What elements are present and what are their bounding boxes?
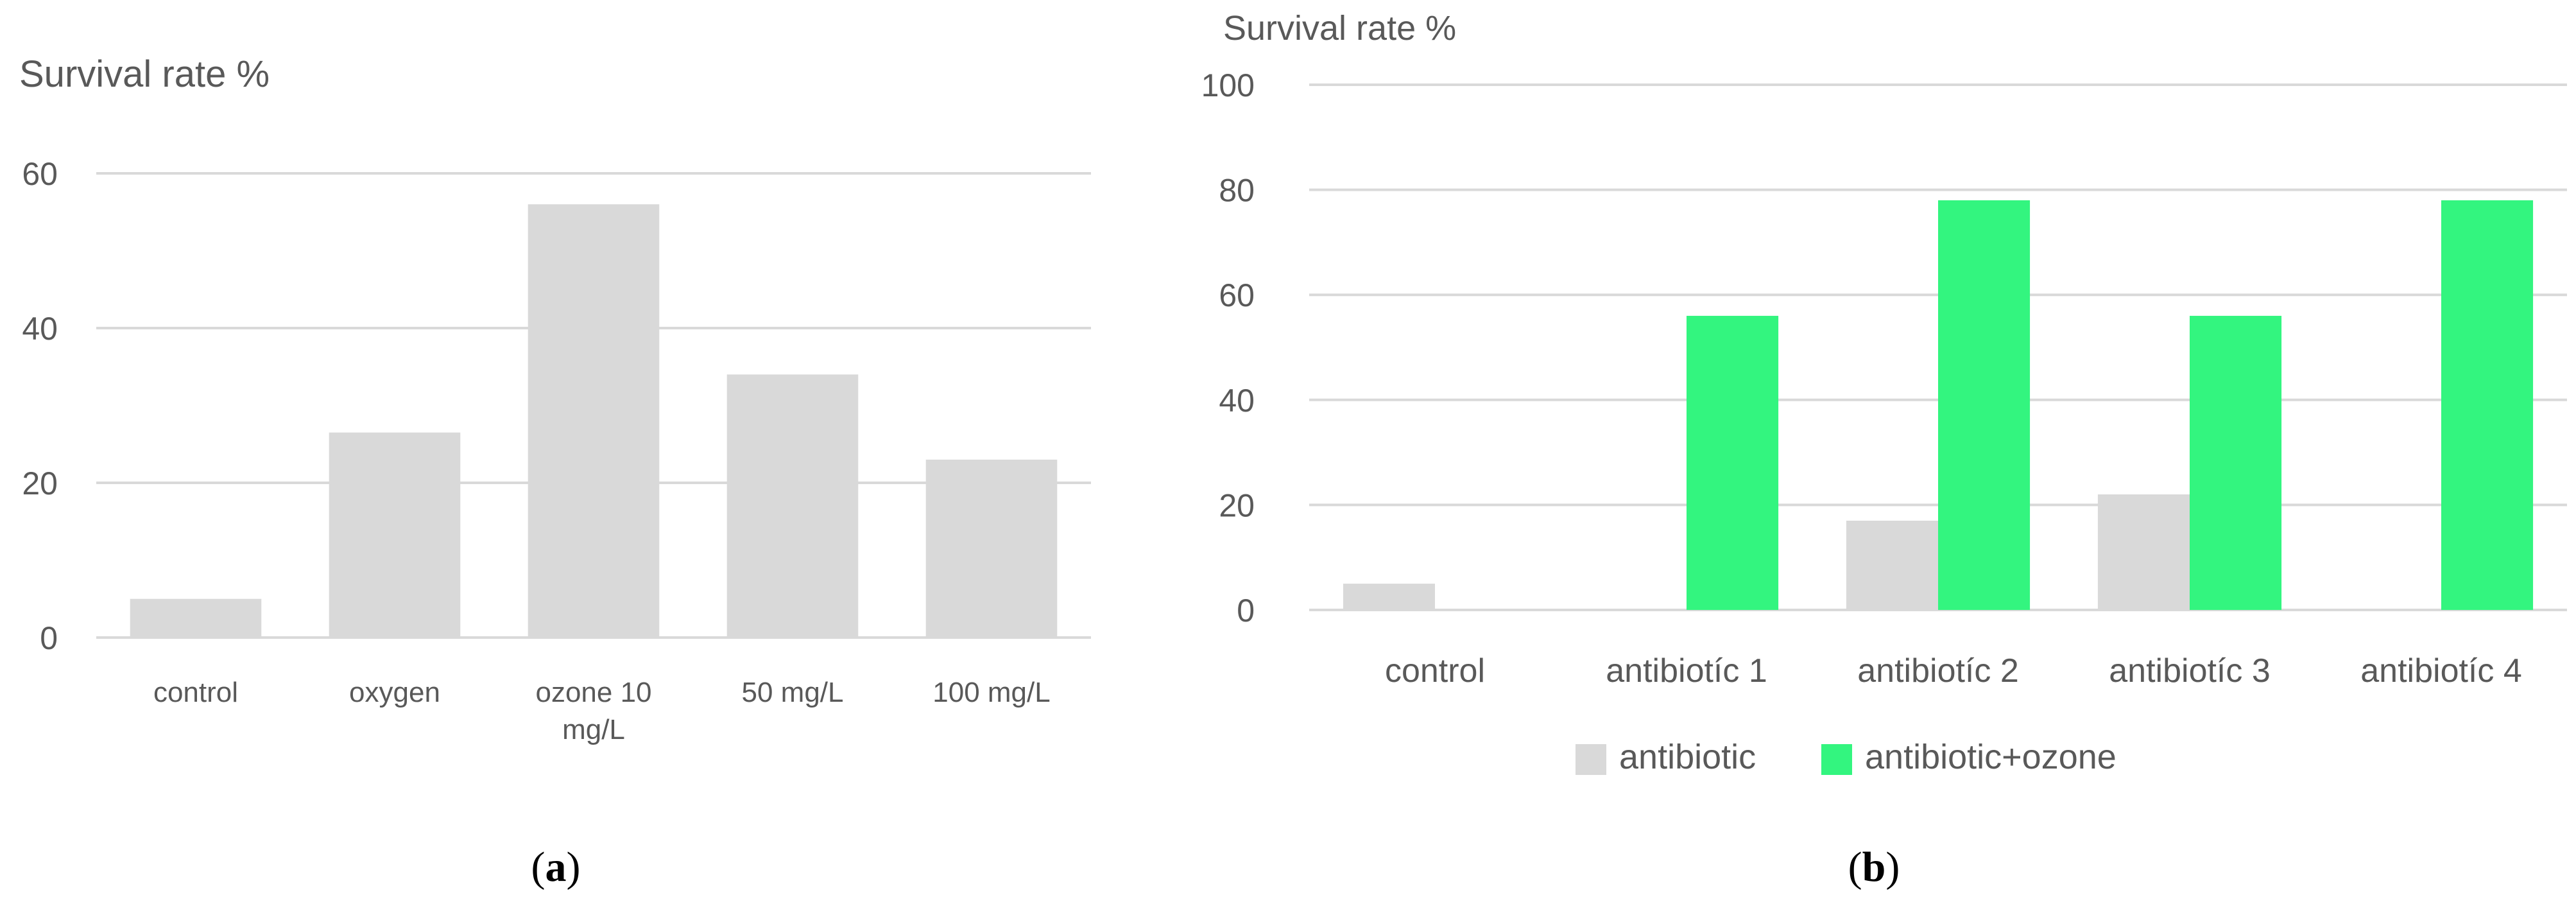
bar-3 [528,204,660,638]
bar-1 [130,598,262,638]
x-tick-label: antibiotíc 3 [2109,652,2271,690]
y-tick-label: 20 [22,465,58,501]
y-tick-label: 60 [1219,277,1255,313]
y-tick-label: 0 [1237,593,1255,629]
bar-series1-1 [1343,584,1435,610]
legend-swatch [1821,744,1852,775]
bar-series2-3 [1938,200,2031,611]
legend-label: antibiotic [1619,738,1756,776]
bar-2 [329,432,461,638]
panel-label: (a) [531,844,581,891]
bar-5 [925,459,1058,638]
y-tick-label: 80 [1219,173,1255,209]
bar-4 [726,374,859,638]
x-tick-label: ozone 10 mg/L [535,677,651,745]
x-tick-label: control [153,677,238,708]
y-tick-label: 100 [1201,67,1255,103]
y-axis-title: Survival rate % [19,53,270,95]
chart-panel-b: Survival rate % 0 20 40 60 80 100 control antibi… [1201,9,2567,891]
x-tick-label: 100 mg/L [932,677,1050,708]
y-tick-label: 60 [22,156,58,192]
x-tick-label: antibiotíc 2 [1857,652,2019,690]
x-tick-label: antibiotíc 4 [2360,652,2522,690]
panel-label: (b) [1848,844,1900,891]
legend-label: antibiotic+ozone [1865,738,2117,776]
bar-series1-3 [1846,520,1938,610]
y-tick-label: 40 [1219,383,1255,419]
bar-series2-2 [1687,315,1779,610]
y-tick-label: 0 [40,620,58,656]
y-axis-title: Survival rate % [1223,9,1456,48]
bar-series1-4 [2097,494,2190,610]
x-tick-label: antibiotíc 1 [1606,652,1767,690]
chart-panel-a: Survival rate % 0 20 40 60 control oxygen ozone… [19,53,1091,891]
y-tick-label: 40 [22,311,58,347]
y-tick-label: 20 [1219,487,1255,523]
x-tick-label: control [1385,652,1485,690]
bar-series2-5 [2441,200,2534,611]
x-tick-label: 50 mg/L [742,677,844,708]
x-tick-label: oxygen [349,677,440,708]
bar-series2-4 [2190,315,2282,610]
legend-swatch [1576,744,1606,775]
